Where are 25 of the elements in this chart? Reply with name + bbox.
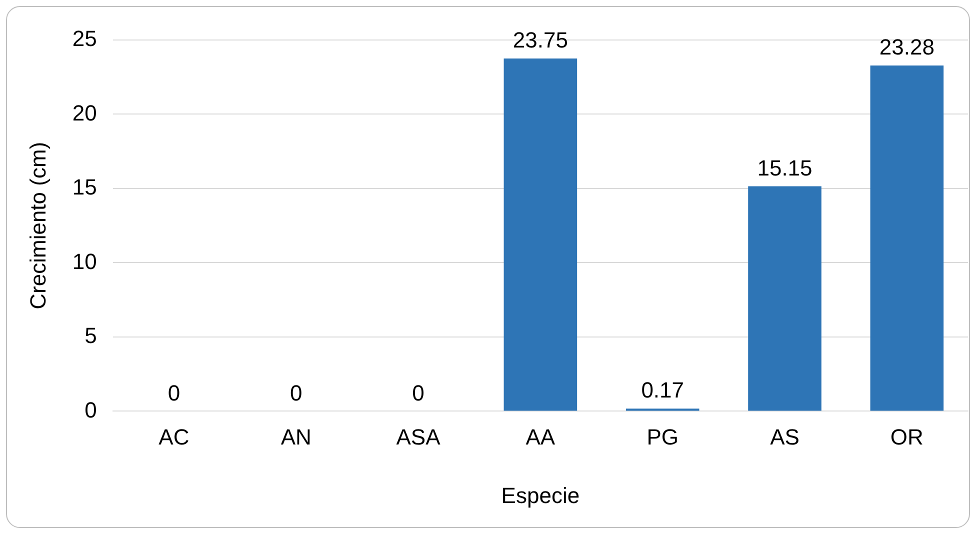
y-axis-title: Crecimiento (cm) bbox=[25, 142, 50, 310]
bar bbox=[748, 186, 822, 411]
data-label: 23.28 bbox=[879, 34, 934, 60]
data-label: 0 bbox=[290, 380, 302, 406]
data-label: 0.17 bbox=[641, 378, 684, 403]
data-label: 15.15 bbox=[757, 155, 812, 180]
y-tick-label: 20 bbox=[72, 100, 97, 126]
x-tick-label: AN bbox=[280, 424, 312, 450]
y-tick-label: 5 bbox=[84, 323, 97, 348]
y-tick-label: 15 bbox=[72, 174, 97, 200]
bar bbox=[870, 66, 944, 411]
x-tick-label: ASA bbox=[396, 424, 441, 450]
x-axis-title: Especie bbox=[501, 482, 580, 508]
y-tick-label: 0 bbox=[84, 397, 97, 422]
data-label: 23.75 bbox=[512, 28, 568, 53]
y-tick-label: 25 bbox=[72, 26, 97, 52]
data-label: 0 bbox=[168, 380, 180, 406]
x-tick-label: AS bbox=[770, 424, 800, 450]
data-label: 0 bbox=[412, 380, 424, 406]
bar bbox=[504, 58, 578, 411]
x-tick-label: OR bbox=[890, 424, 924, 450]
x-tick-label: AA bbox=[526, 424, 556, 450]
x-tick-label: AC bbox=[158, 424, 190, 450]
y-tick-label: 10 bbox=[72, 248, 97, 274]
x-tick-label: PG bbox=[646, 424, 678, 450]
